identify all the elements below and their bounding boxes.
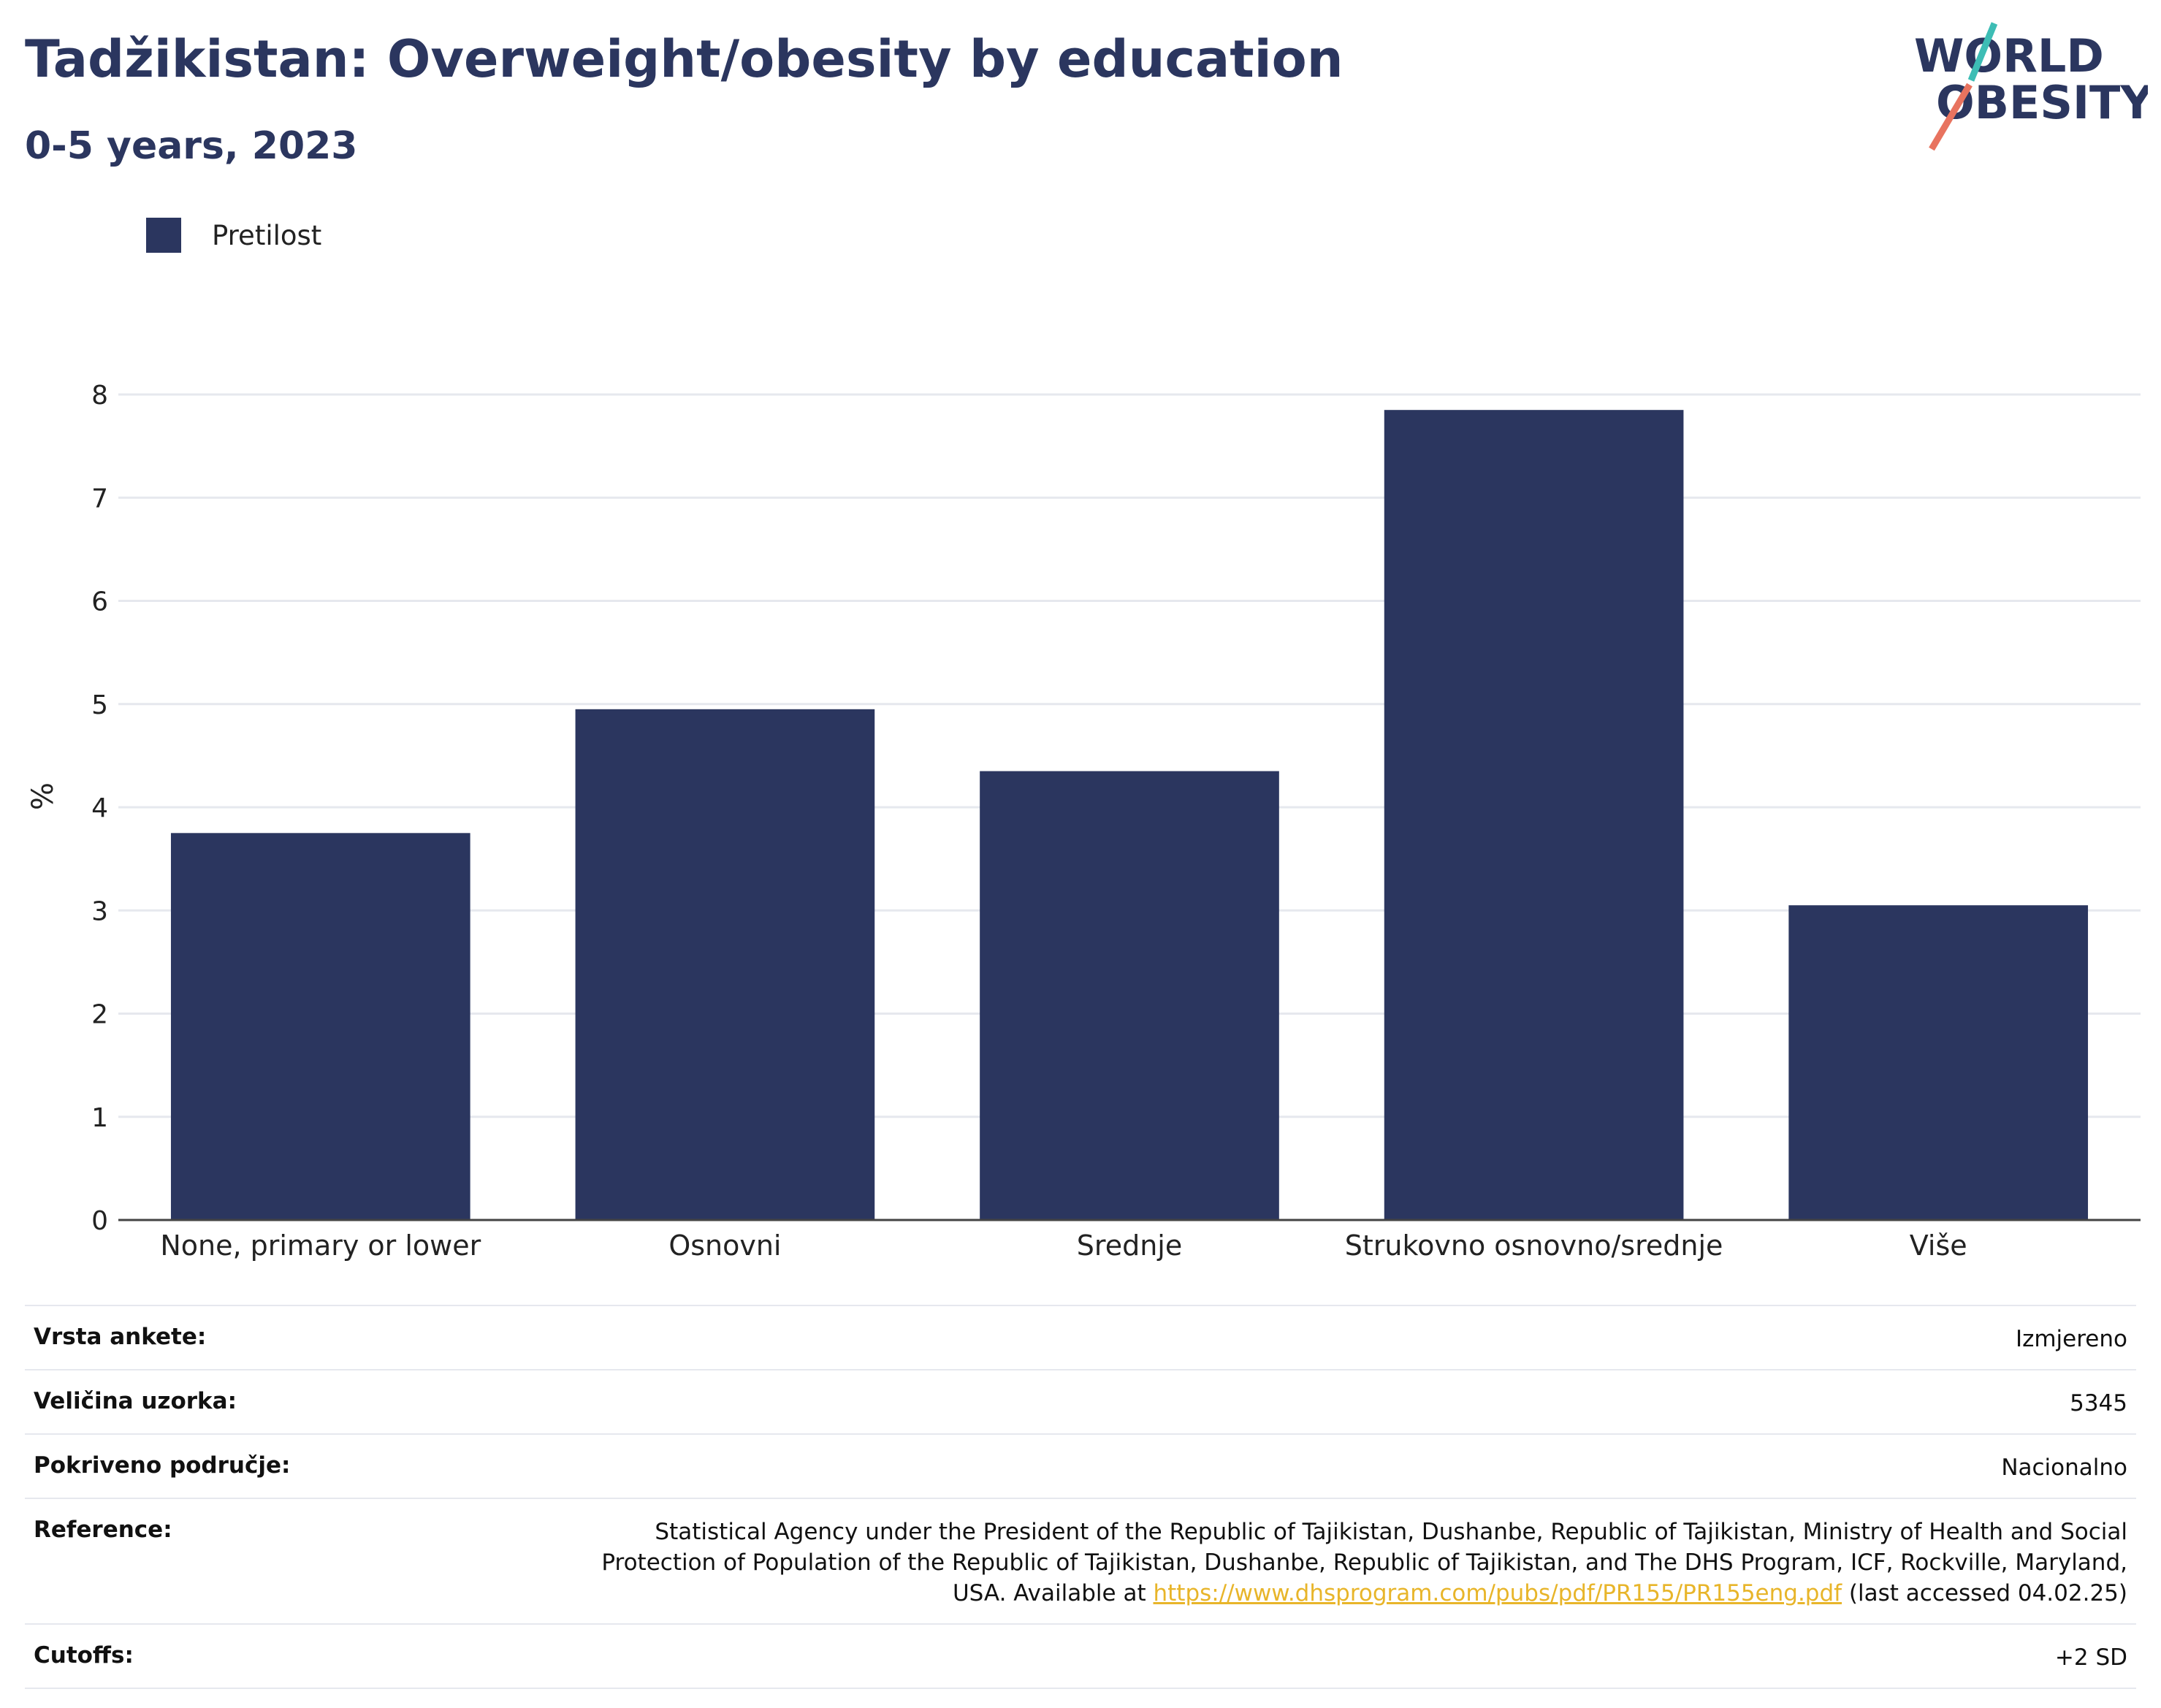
- x-category-label: None, primary or lower: [160, 1229, 481, 1262]
- info-value: Izmjereno: [554, 1305, 2136, 1370]
- y-tick-label: 5: [91, 690, 108, 720]
- bar[interactable]: [980, 771, 1279, 1220]
- info-row-reference: Reference: Statistical Agency under the …: [25, 1498, 2136, 1624]
- info-value: Nacionalno: [554, 1433, 2136, 1498]
- info-label: Vrsta ankete:: [25, 1305, 554, 1370]
- cutoffs-label: Cutoffs:: [25, 1623, 554, 1689]
- y-tick-label: 7: [91, 484, 108, 514]
- y-axis-title: %: [26, 782, 60, 810]
- x-category-label: Više: [1910, 1229, 1967, 1262]
- legend-swatch: [146, 218, 181, 253]
- page-subtitle: 0-5 years, 2023: [25, 124, 358, 168]
- info-value: 5345: [554, 1369, 2136, 1434]
- x-category-label: Osnovni: [668, 1229, 781, 1262]
- logo-line-world: WORLD: [1914, 29, 2104, 83]
- y-tick-label: 2: [91, 1000, 108, 1030]
- page-title: Tadžikistan: Overweight/obesity by educa…: [25, 29, 1344, 89]
- x-category-label: Srednje: [1077, 1229, 1182, 1262]
- bar-chart: % 0 1 2 3 4 5 6 7 8 None, primary or lower Osnovn…: [26, 381, 2141, 1262]
- y-tick-label: 1: [91, 1103, 108, 1133]
- x-category-labels: None, primary or lower Osnovni Srednje Stru…: [160, 1229, 1967, 1262]
- logo-slash-coral: [1929, 83, 1973, 151]
- info-label: Pokriveno područje:: [25, 1433, 554, 1498]
- bars: [170, 410, 2089, 1220]
- x-category-label: Strukovno osnovno/srednje: [1345, 1229, 1723, 1262]
- reference-value: Statistical Agency under the President o…: [554, 1498, 2136, 1624]
- logo-line-obesity: OBESITY: [1936, 76, 2148, 129]
- bar[interactable]: [575, 709, 875, 1220]
- reference-label: Reference:: [25, 1498, 554, 1624]
- reference-text: Statistical Agency under the President o…: [601, 1519, 2127, 1606]
- y-tick-label: 0: [91, 1206, 108, 1236]
- info-row: Pokriveno područje: Nacionalno: [25, 1433, 2136, 1498]
- info-table: Vrsta ankete: Izmjereno Veličina uzorka:…: [25, 1305, 2136, 1689]
- bar[interactable]: [1384, 410, 1684, 1220]
- y-tick-labels: 0 1 2 3 4 5 6 7 8: [91, 381, 108, 1236]
- y-tick-label: 6: [91, 587, 108, 617]
- reference-accessed: (last accessed 04.02.25): [1842, 1580, 2127, 1606]
- chart-legend: Pretilost: [146, 218, 321, 253]
- bar[interactable]: [1788, 905, 2089, 1220]
- info-row: Veličina uzorka: 5345: [25, 1369, 2136, 1434]
- world-obesity-logo: WORLD OBESITY: [1914, 22, 2148, 151]
- logo-slash-teal: [1967, 22, 1998, 82]
- y-tick-label: 3: [91, 896, 108, 926]
- info-label: Veličina uzorka:: [25, 1369, 554, 1434]
- cutoffs-value: +2 SD: [554, 1623, 2136, 1689]
- y-tick-label: 8: [91, 381, 108, 411]
- bar[interactable]: [170, 833, 470, 1220]
- info-row: Vrsta ankete: Izmjereno: [25, 1305, 2136, 1370]
- legend-label: Pretilost: [212, 219, 322, 251]
- info-row-cutoffs: Cutoffs: +2 SD: [25, 1623, 2136, 1689]
- y-tick-label: 4: [91, 793, 108, 823]
- reference-link[interactable]: https://www.dhsprogram.com/pubs/pdf/PR15…: [1153, 1580, 1842, 1606]
